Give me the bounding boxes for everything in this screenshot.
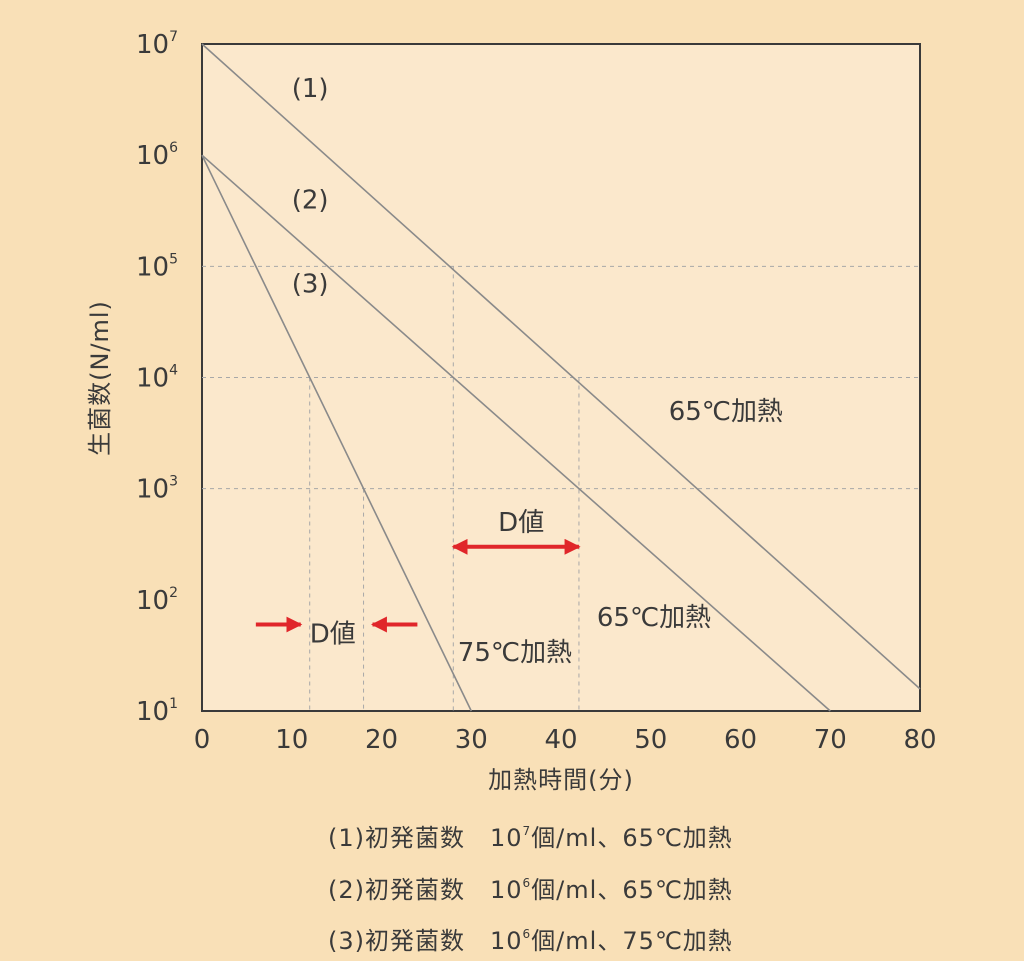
- plot-area: [201, 43, 921, 712]
- x-tick-label: 70: [814, 725, 847, 755]
- legend-exp: 6: [522, 876, 532, 890]
- y-axis-label: 生菌数(N/ml): [86, 300, 114, 456]
- y-tick-label: 103: [136, 474, 178, 505]
- annotation-label: (2): [292, 185, 329, 215]
- legend-exp: 6: [522, 927, 532, 941]
- x-tick-label: 40: [544, 725, 577, 755]
- annotation-label: 65℃加熱: [597, 603, 711, 633]
- y-tick-label: 106: [136, 140, 178, 171]
- series-line: [201, 154, 473, 712]
- y-tick-label: 105: [136, 251, 178, 282]
- legend-prefix: (3)初発菌数 10: [328, 927, 523, 955]
- legend-item: (1)初発菌数 107個/ml、65℃加熱: [328, 818, 968, 853]
- x-tick-label: 80: [903, 725, 936, 755]
- series-line: [201, 43, 921, 690]
- legend-item: (3)初発菌数 106個/ml、75℃加熱: [328, 921, 968, 956]
- series-line: [201, 154, 831, 712]
- legend-prefix: (1)初発菌数 10: [328, 824, 523, 852]
- legend-item: (2)初発菌数 106個/ml、65℃加熱: [328, 870, 968, 905]
- annotation-label: (3): [292, 270, 329, 300]
- y-tick-label: 101: [136, 696, 178, 727]
- legend-suffix: 個/ml、65℃加熱: [531, 876, 733, 904]
- y-tick-label: 102: [136, 585, 178, 616]
- annotation-label: D値: [310, 619, 356, 649]
- legend-suffix: 個/ml、75℃加熱: [531, 927, 733, 955]
- annotation-label: 75℃加熱: [458, 638, 572, 668]
- x-tick-label: 50: [634, 725, 667, 755]
- x-tick-label: 60: [724, 725, 757, 755]
- x-tick-label: 30: [455, 725, 488, 755]
- annotation-label: (1): [292, 74, 329, 104]
- x-tick-label: 20: [365, 725, 398, 755]
- annotation-label: 65℃加熱: [669, 397, 783, 427]
- legend-exp: 7: [522, 824, 532, 838]
- x-tick-label: 10: [275, 725, 308, 755]
- chart: 0 10 20 30 40 50 60 70 80 101102103104105106107 …: [86, 29, 937, 794]
- y-tick-label: 104: [136, 363, 178, 394]
- legend-suffix: 個/ml、65℃加熱: [531, 824, 733, 852]
- x-axis-label: 加熱時間(分): [488, 766, 634, 794]
- annotation-label: D値: [498, 508, 544, 538]
- x-tick-label: 0: [194, 725, 211, 755]
- y-tick-label: 107: [136, 29, 178, 60]
- legend-prefix: (2)初発菌数 10: [328, 876, 523, 904]
